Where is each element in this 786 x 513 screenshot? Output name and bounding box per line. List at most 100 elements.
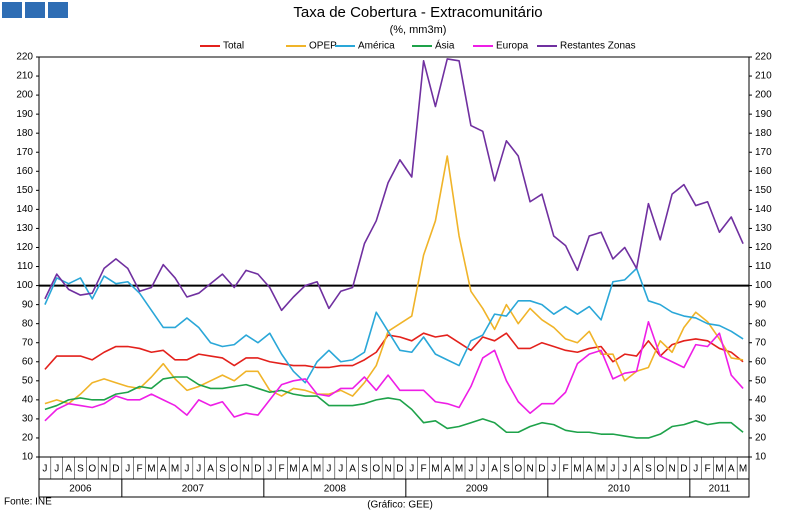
y-tick-label: 100	[16, 280, 33, 291]
series-line	[44, 58, 744, 312]
x-tick-label: J	[468, 464, 473, 475]
x-tick-label: S	[219, 464, 226, 475]
legend-label: Europa	[496, 41, 529, 52]
y2-tick-label: 70	[755, 337, 767, 348]
year-label: 2006	[69, 484, 92, 495]
year-label: 2007	[182, 484, 205, 495]
x-tick-label: A	[349, 464, 356, 475]
chart-title: Taxa de Cobertura - Extracomunitário	[293, 4, 542, 21]
x-tick-label: D	[538, 464, 545, 475]
y2-tick-label: 100	[755, 280, 772, 291]
y2-tick-label: 90	[755, 299, 767, 310]
y2-tick-label: 30	[755, 414, 767, 425]
x-tick-label: A	[491, 464, 498, 475]
y-tick-label: 220	[16, 52, 33, 63]
y-tick-label: 120	[16, 242, 33, 253]
year-label: 2010	[608, 484, 631, 495]
y-tick-label: 180	[16, 128, 33, 139]
series-line	[44, 332, 744, 370]
chart-subtitle: (%, mm3m)	[390, 24, 447, 36]
y-tick-label: 110	[17, 261, 33, 272]
year-label: 2009	[466, 484, 489, 495]
x-tick-label: D	[112, 464, 119, 475]
x-tick-label: J	[184, 464, 189, 475]
x-tick-label: J	[622, 464, 627, 475]
y-tick-label: 20	[22, 433, 34, 444]
y2-tick-label: 10	[755, 452, 767, 463]
y2-tick-label: 20	[755, 433, 767, 444]
x-tick-label: O	[372, 464, 380, 475]
logo-block	[48, 2, 68, 18]
credit: (Gráfico: GEE)	[367, 500, 433, 511]
x-tick-label: J	[693, 464, 698, 475]
x-tick-label: S	[645, 464, 652, 475]
x-tick-label: S	[77, 464, 84, 475]
y2-tick-label: 160	[755, 166, 772, 177]
x-tick-label: J	[267, 464, 272, 475]
x-tick-label: N	[668, 464, 675, 475]
y-tick-label: 190	[16, 109, 33, 120]
x-tick-label: M	[431, 464, 439, 475]
x-tick-label: F	[137, 464, 143, 475]
y2-tick-label: 130	[755, 223, 772, 234]
x-tick-label: N	[100, 464, 107, 475]
x-tick-label: F	[563, 464, 569, 475]
x-tick-label: A	[160, 464, 167, 475]
y-tick-label: 80	[22, 318, 34, 329]
y-tick-label: 40	[22, 394, 34, 405]
x-tick-label: J	[338, 464, 343, 475]
series-line	[44, 155, 744, 405]
x-tick-label: O	[88, 464, 96, 475]
x-tick-label: M	[455, 464, 463, 475]
x-tick-label: J	[42, 464, 47, 475]
y2-tick-label: 190	[755, 109, 772, 120]
series-line	[44, 320, 744, 422]
y-tick-label: 10	[22, 452, 34, 463]
legend-label: Restantes Zonas	[560, 41, 636, 52]
x-tick-label: O	[656, 464, 664, 475]
x-tick-label: A	[444, 464, 451, 475]
x-tick-label: J	[610, 464, 615, 475]
series-line	[44, 267, 744, 384]
x-tick-label: A	[302, 464, 309, 475]
x-tick-label: A	[633, 464, 640, 475]
legend-label: Ásia	[435, 39, 455, 52]
year-label: 2008	[324, 484, 347, 495]
y2-tick-label: 200	[755, 90, 772, 101]
x-tick-label: S	[361, 464, 368, 475]
x-tick-label: M	[147, 464, 155, 475]
y-tick-label: 200	[16, 90, 33, 101]
x-tick-label: J	[125, 464, 130, 475]
x-tick-label: A	[207, 464, 214, 475]
x-tick-label: M	[573, 464, 581, 475]
y-tick-label: 90	[22, 299, 34, 310]
y2-tick-label: 120	[755, 242, 772, 253]
x-tick-label: M	[715, 464, 723, 475]
x-tick-label: O	[514, 464, 522, 475]
x-tick-label: F	[279, 464, 285, 475]
legend-label: América	[358, 41, 395, 52]
y-tick-label: 140	[16, 204, 33, 215]
legend-label: OPEP	[309, 41, 337, 52]
y-tick-label: 210	[16, 71, 33, 82]
plot-frame	[38, 56, 750, 498]
x-tick-label: J	[326, 464, 331, 475]
x-tick-label: M	[313, 464, 321, 475]
y2-tick-label: 140	[755, 204, 772, 215]
x-tick-label: N	[242, 464, 249, 475]
y2-tick-label: 50	[755, 375, 767, 386]
x-tick-label: D	[396, 464, 403, 475]
source: Fonte: INE	[4, 497, 52, 508]
y2-tick-label: 150	[755, 185, 772, 196]
x-tick-label: S	[503, 464, 510, 475]
y-tick-label: 30	[22, 414, 34, 425]
y2-tick-label: 210	[755, 71, 772, 82]
x-tick-label: F	[421, 464, 427, 475]
y-tick-label: 160	[16, 166, 33, 177]
y2-tick-label: 80	[755, 318, 767, 329]
y2-tick-label: 220	[755, 52, 772, 63]
year-label: 2011	[709, 484, 731, 495]
x-tick-label: N	[526, 464, 533, 475]
y2-tick-label: 40	[755, 394, 767, 405]
